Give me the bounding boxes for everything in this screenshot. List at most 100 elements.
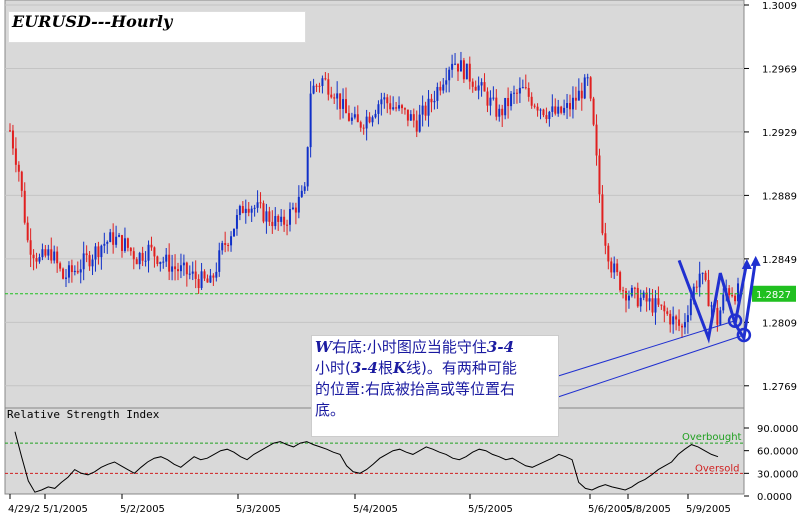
candle-body [642,292,645,298]
candle-body [454,63,457,65]
candle-body [374,113,377,118]
candle-body [666,311,669,314]
candle-body [571,97,574,110]
bottom-marker-circle [727,313,743,328]
candle-body [129,247,132,252]
candle-body [398,105,401,109]
date-tick-label: 5/8/2005 [626,504,671,515]
candle-body [563,107,566,113]
candle-body [728,288,731,296]
candle-body [371,117,374,123]
candle-body [719,310,722,325]
candle-body [342,99,345,109]
candle-body [100,245,103,258]
candle-body [41,249,44,258]
rsi-line [14,431,719,493]
candle-body [406,109,409,121]
candle-body [448,69,451,81]
candle-body [350,117,353,121]
candle-body [138,252,141,265]
candle-body [35,258,38,262]
candle-body [619,272,622,291]
candle-body [283,216,286,225]
candle-body [651,298,654,313]
candle-body [604,233,607,246]
candle-body [468,63,471,82]
candle-body [135,259,138,265]
date-tick-label: 5/9/2005 [686,504,731,515]
candle-body [648,298,651,302]
candle-body [26,222,29,241]
candle-body [123,238,126,251]
candle-body [168,254,171,272]
price-tick-label: 1.2849 [762,255,797,266]
candle-body [368,116,371,123]
candle-body [159,261,162,264]
candle-body [710,305,713,307]
candle-body [224,243,227,245]
candle-body [409,114,412,121]
annotation-line-2-e: 线)。有两种可能 [406,359,517,377]
annotation-line-2: 小时(3-4根K线)。有两种可能 [315,358,559,379]
price-tick-label: 1.2929 [762,128,797,139]
candle-body [539,109,542,111]
candle-body [457,63,459,72]
candle-body [171,266,174,272]
candle-body [247,208,250,213]
candle-body [197,278,200,289]
title-box [8,11,306,43]
candle-body [126,238,129,248]
arrow-head [750,255,761,266]
rsi-axis: 90.0000 60.0000 30.0000 0.0000 [744,424,798,503]
candle-body [513,92,515,94]
candle-body [289,209,291,225]
rsi-tick-label: 0.0000 [757,492,792,503]
candle-body [598,155,601,195]
candle-body [654,298,657,313]
candle-body [683,322,686,328]
candle-body [250,208,253,213]
annotation-line-2-c: 根 [377,359,393,377]
candle-body [70,265,73,273]
candle-body [94,246,97,260]
overbought-label: Overbought [682,432,742,443]
candle-body [265,211,268,222]
candle-body [347,113,350,121]
candle-body [227,244,230,246]
candle-body [418,114,421,132]
annotation-line-4: 底。 [315,401,346,419]
candle-body [681,325,683,328]
candle-body [144,260,147,262]
candle-body [300,190,303,197]
date-tick-label: 5/4/2005 [353,504,398,515]
candle-body [536,106,539,111]
candle-body [436,86,439,101]
candle-body [103,243,106,246]
candle-body [533,105,536,107]
candle-body [212,275,215,278]
candle-body [182,262,185,266]
candle-body [318,85,321,87]
annotation-pointer [554,334,745,399]
candle-body [477,85,480,91]
candle-body [471,81,474,87]
price-tick-label: 1.3009 [762,1,797,12]
candle-body [689,298,692,316]
candle-body [551,106,554,112]
candle-body [230,236,233,246]
date-tick-label: 5/5/2005 [468,504,513,515]
candle-body [574,97,577,101]
candle-body [165,254,168,262]
candle-body [542,109,545,116]
candle-body [439,86,442,91]
candle-body [451,63,454,70]
candle-body [294,207,297,213]
candle-body [162,261,165,263]
candle-body [501,108,504,116]
candle-body [580,90,583,99]
candle-body [462,60,465,80]
candle-body [253,207,256,209]
candle-body [79,269,82,273]
candle-body [589,77,592,99]
candle-body [297,196,300,213]
